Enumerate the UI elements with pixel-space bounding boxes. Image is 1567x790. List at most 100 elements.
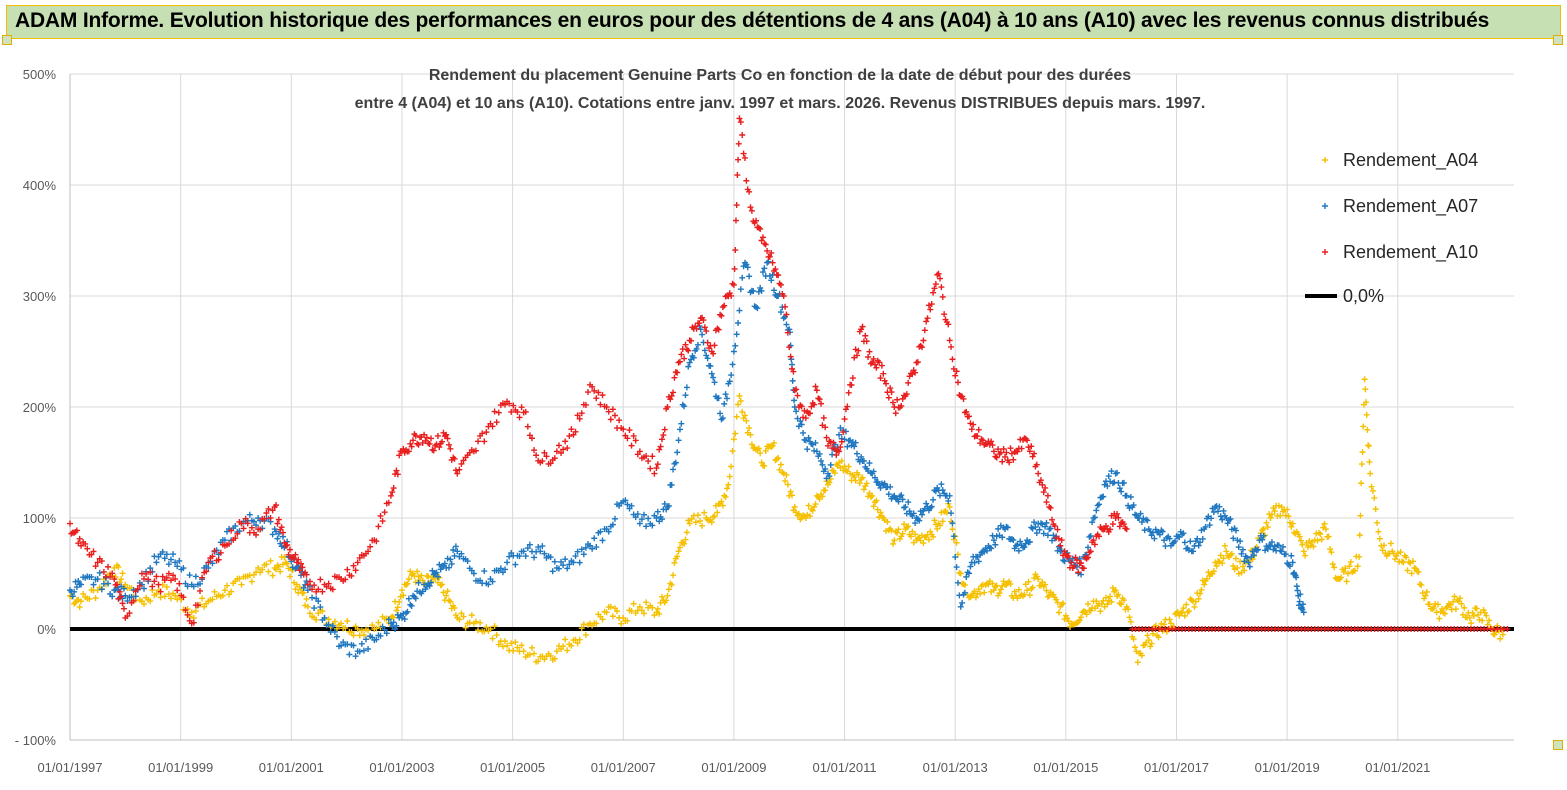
data-point-interp — [1379, 547, 1386, 554]
data-point-interp — [1185, 547, 1192, 554]
data-point-interp — [1198, 586, 1205, 593]
data-point-interp — [1195, 595, 1202, 602]
data-point — [1466, 614, 1473, 621]
data-point-interp — [731, 265, 738, 272]
data-point-interp — [1363, 411, 1370, 418]
data-point-interp — [704, 339, 711, 346]
data-point-interp — [373, 625, 380, 632]
data-point-interp — [729, 361, 736, 368]
data-point-interp — [1286, 563, 1293, 570]
data-point-interp — [762, 447, 769, 454]
data-point — [686, 520, 693, 527]
data-point-interp — [1255, 546, 1262, 553]
data-point-interp — [1108, 598, 1115, 605]
data-point-interp — [730, 436, 737, 443]
data-point-interp — [804, 511, 811, 518]
data-point-interp — [423, 434, 430, 441]
data-point-interp — [739, 274, 746, 281]
data-point-interp — [1049, 516, 1056, 523]
data-point-interp — [248, 578, 255, 585]
data-point-interp — [401, 616, 408, 623]
data-point-interp — [667, 580, 674, 587]
chart-title-line-2: entre 4 (A04) et 10 ans (A10). Cotations… — [355, 95, 1206, 112]
data-point-interp — [661, 426, 668, 433]
data-point-interp — [988, 438, 995, 445]
data-point-interp — [768, 277, 775, 284]
data-point-interp — [899, 395, 906, 402]
data-point-interp — [878, 362, 885, 369]
data-point-interp — [746, 273, 753, 280]
data-point-interp — [910, 510, 917, 517]
data-point-interp — [522, 553, 529, 560]
data-point-interp — [524, 423, 531, 430]
data-point-interp — [460, 457, 467, 464]
data-point-interp — [1358, 461, 1365, 468]
data-point-interp — [798, 403, 805, 410]
data-point-interp — [806, 410, 813, 417]
data-point-interp — [1120, 479, 1127, 486]
data-point-interp — [1241, 558, 1248, 565]
data-point-interp — [949, 520, 956, 527]
data-point-interp — [1084, 600, 1091, 607]
data-point-interp — [390, 485, 397, 492]
data-point-interp — [215, 556, 222, 563]
data-point-interp — [609, 521, 616, 528]
data-point — [708, 370, 715, 377]
data-point-interp — [657, 443, 664, 450]
data-point-interp — [1125, 606, 1132, 613]
data-point-interp — [805, 434, 812, 441]
data-point-interp — [919, 344, 926, 351]
data-point-interp — [394, 604, 401, 611]
data-point-interp — [1010, 537, 1017, 544]
data-point-interp — [572, 553, 579, 560]
data-point-interp — [317, 576, 324, 583]
data-point-interp — [69, 593, 76, 600]
data-point-interp — [414, 588, 421, 595]
data-point-interp — [317, 604, 324, 611]
data-point-interp — [1468, 620, 1475, 627]
data-point-interp — [682, 536, 689, 543]
data-point-interp — [963, 573, 970, 580]
data-point-interp — [244, 520, 251, 527]
data-point-interp — [174, 563, 181, 570]
data-point-interp — [393, 607, 400, 614]
data-point-interp — [84, 545, 91, 552]
data-point-interp — [759, 234, 766, 241]
data-point-interp — [516, 414, 523, 421]
data-point-interp — [827, 461, 834, 468]
data-point-interp — [1094, 502, 1101, 509]
data-point-interp — [400, 592, 407, 599]
data-point-interp — [1017, 538, 1024, 545]
data-point — [664, 592, 671, 599]
data-point-interp — [311, 605, 318, 612]
data-point-interp — [456, 466, 463, 473]
data-point-interp — [75, 578, 82, 585]
data-point-interp — [1300, 601, 1307, 608]
data-point-interp — [192, 607, 199, 614]
data-point-interp — [1007, 445, 1014, 452]
data-point-interp — [1486, 617, 1493, 624]
data-point-interp — [226, 540, 233, 547]
data-point-interp — [1364, 426, 1371, 433]
data-point-interp — [737, 286, 744, 293]
data-point-interp — [1357, 512, 1364, 519]
data-point-interp — [960, 580, 967, 587]
data-point-interp — [905, 499, 912, 506]
data-point-interp — [180, 565, 187, 572]
data-point-interp — [1238, 550, 1245, 557]
data-point — [935, 270, 942, 277]
data-point-interp — [1122, 525, 1129, 532]
data-point-interp — [762, 241, 769, 248]
data-point-interp — [743, 417, 750, 424]
data-point-interp — [1014, 448, 1021, 455]
data-point-interp — [881, 480, 888, 487]
data-point-interp — [1264, 524, 1271, 531]
data-point-interp — [118, 576, 125, 583]
data-point-interp — [599, 616, 606, 623]
data-point-interp — [852, 477, 859, 484]
data-point-interp — [405, 595, 412, 602]
data-point-interp — [1197, 539, 1204, 546]
data-point-interp — [690, 354, 697, 361]
data-point — [620, 426, 627, 433]
